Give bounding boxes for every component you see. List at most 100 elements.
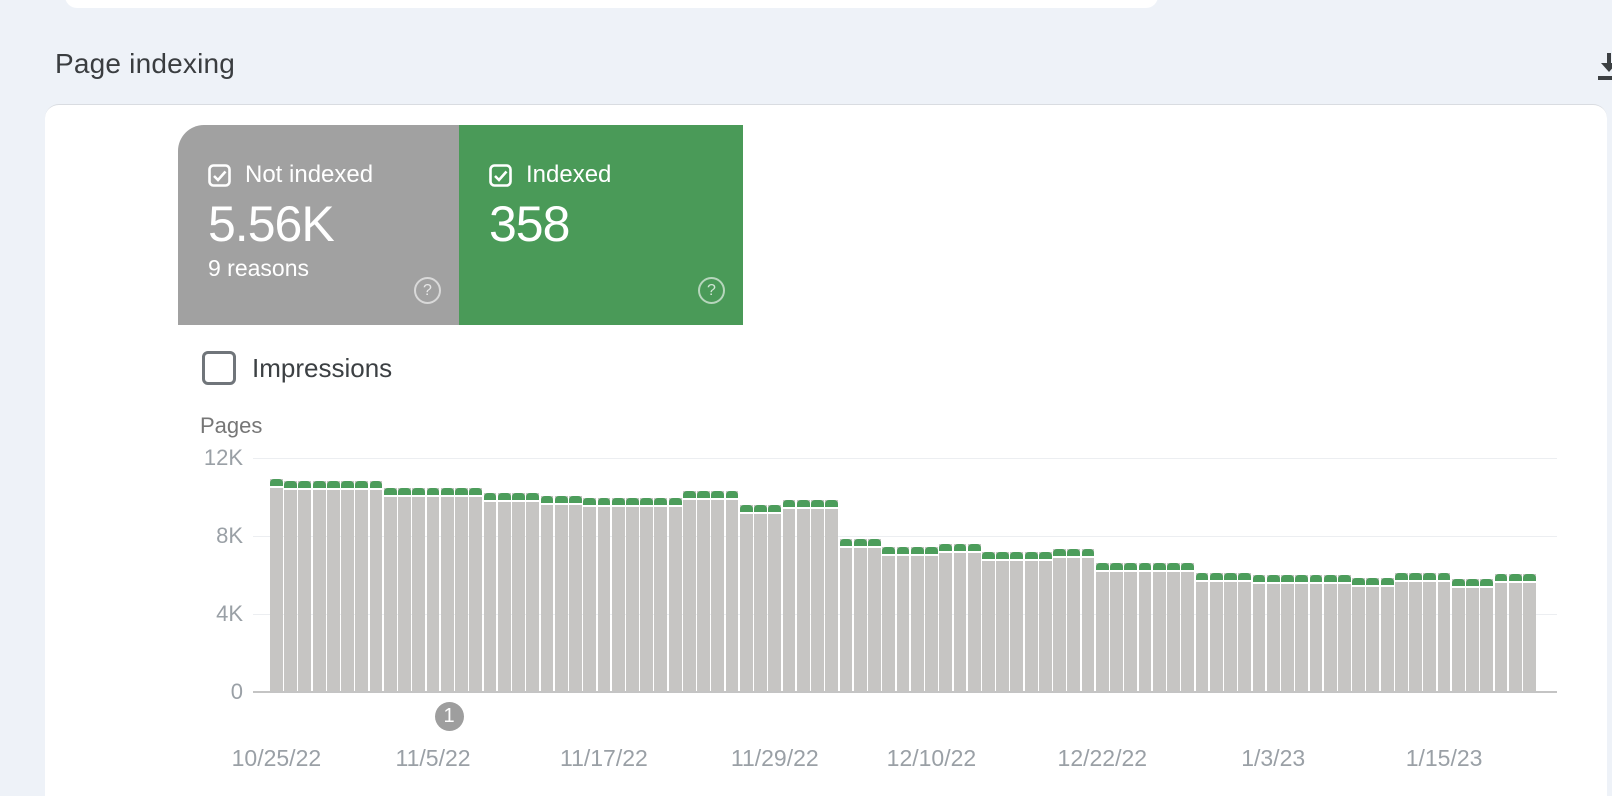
chart-bar[interactable]	[341, 481, 354, 691]
chart-bar[interactable]	[996, 552, 1010, 691]
chart-bar[interactable]	[967, 544, 981, 691]
chart-bar[interactable]	[312, 481, 326, 691]
not-indexed-toggle-card[interactable]: Not indexed 5.56K 9 reasons ?	[178, 125, 459, 325]
chart-bar[interactable]	[1508, 574, 1522, 691]
chart-bar[interactable]	[469, 488, 483, 691]
chart-bar[interactable]	[768, 505, 782, 691]
chart-bar[interactable]	[1423, 573, 1437, 691]
chart-bar[interactable]	[298, 481, 312, 691]
chart-bar[interactable]	[1266, 575, 1280, 691]
annotation-badge[interactable]: 1	[434, 702, 464, 731]
chart-bar[interactable]	[270, 479, 283, 691]
chart-bar[interactable]	[853, 539, 867, 691]
chart-bar[interactable]	[682, 491, 696, 691]
chart-bar[interactable]	[1124, 563, 1138, 691]
chart-bar[interactable]	[398, 488, 411, 691]
chart-bar[interactable]	[1152, 563, 1166, 691]
chart-bar[interactable]	[583, 498, 597, 691]
chart-bar[interactable]	[1409, 573, 1422, 691]
chart-bar[interactable]	[540, 496, 554, 691]
chart-bar[interactable]	[369, 481, 383, 691]
chart-bar[interactable]	[939, 544, 953, 691]
chart-bar[interactable]	[284, 481, 298, 691]
chart-bar[interactable]	[1480, 579, 1494, 691]
indexed-bar-segment	[682, 491, 696, 498]
indexed-toggle-card[interactable]: Indexed 358 ?	[459, 125, 743, 325]
chart-bar[interactable]	[1338, 575, 1351, 691]
chart-bar[interactable]	[868, 539, 881, 691]
chart-bar[interactable]	[896, 547, 910, 691]
chart-bar[interactable]	[925, 547, 938, 691]
chart-bar[interactable]	[526, 493, 540, 691]
chart-bar[interactable]	[725, 491, 739, 691]
chart-bar[interactable]	[1095, 563, 1109, 691]
chart-bar[interactable]	[455, 488, 468, 691]
help-icon[interactable]: ?	[414, 277, 441, 304]
chart-bar[interactable]	[626, 498, 639, 691]
chart-bar[interactable]	[512, 493, 525, 691]
help-icon[interactable]: ?	[698, 277, 725, 304]
chart-bar[interactable]	[412, 488, 426, 691]
chart-bar[interactable]	[1038, 552, 1052, 691]
chart-bar[interactable]	[1167, 563, 1180, 691]
chart-bar[interactable]	[882, 547, 896, 691]
chart-bar[interactable]	[1053, 549, 1066, 691]
chart-bar[interactable]	[1224, 573, 1237, 691]
chart-bar[interactable]	[697, 491, 710, 691]
chart-bar[interactable]	[796, 500, 810, 691]
chart-bar[interactable]	[1209, 573, 1223, 691]
checked-checkbox-icon[interactable]	[489, 163, 512, 187]
chart-bar[interactable]	[1437, 573, 1451, 691]
chart-bar[interactable]	[839, 539, 853, 691]
chart-bar[interactable]	[611, 498, 625, 691]
chart-bar[interactable]	[1138, 563, 1152, 691]
chart-bar[interactable]	[982, 552, 995, 691]
previous-card-bottom-edge	[65, 0, 1158, 8]
chart-bar[interactable]	[569, 496, 582, 691]
chart-bar[interactable]	[440, 488, 454, 691]
chart-bar[interactable]	[1394, 573, 1408, 691]
chart-bar[interactable]	[497, 493, 511, 691]
chart-bar[interactable]	[1238, 573, 1252, 691]
chart-bar[interactable]	[1366, 578, 1380, 691]
chart-bar[interactable]	[1352, 578, 1366, 691]
chart-bar[interactable]	[640, 498, 654, 691]
chart-bar[interactable]	[1067, 549, 1081, 691]
chart-bar[interactable]	[1380, 578, 1394, 691]
chart-bar[interactable]	[953, 544, 967, 691]
chart-bar[interactable]	[754, 505, 767, 691]
download-icon[interactable]	[1592, 50, 1612, 84]
impressions-checkbox[interactable]	[202, 351, 236, 385]
chart-bar[interactable]	[1252, 575, 1266, 691]
chart-bar[interactable]	[1295, 575, 1309, 691]
chart-bar[interactable]	[1466, 579, 1479, 691]
chart-bar[interactable]	[1010, 552, 1024, 691]
chart-bar[interactable]	[597, 498, 611, 691]
chart-bar[interactable]	[1195, 573, 1209, 691]
chart-bar[interactable]	[811, 500, 824, 691]
chart-bar[interactable]	[1024, 552, 1038, 691]
chart-bar[interactable]	[1523, 574, 1536, 691]
chart-bar[interactable]	[1181, 563, 1195, 691]
chart-bar[interactable]	[782, 500, 796, 691]
chart-bar[interactable]	[825, 500, 839, 691]
chart-bar[interactable]	[1110, 563, 1123, 691]
chart-bar[interactable]	[654, 498, 668, 691]
chart-bar[interactable]	[668, 498, 682, 691]
chart-bar[interactable]	[1081, 549, 1095, 691]
chart-bar[interactable]	[910, 547, 924, 691]
chart-bar[interactable]	[1281, 575, 1294, 691]
chart-bar[interactable]	[483, 493, 497, 691]
chart-bar[interactable]	[426, 488, 440, 691]
chart-bar[interactable]	[554, 496, 568, 691]
chart-bar[interactable]	[739, 505, 753, 691]
chart-bar[interactable]	[1309, 575, 1323, 691]
chart-bar[interactable]	[1451, 579, 1465, 691]
chart-bar[interactable]	[355, 481, 369, 691]
chart-bar[interactable]	[1494, 574, 1508, 691]
chart-bar[interactable]	[711, 491, 725, 691]
checked-checkbox-icon[interactable]	[208, 163, 231, 187]
chart-bar[interactable]	[383, 488, 397, 691]
chart-bar[interactable]	[326, 481, 340, 691]
chart-bar[interactable]	[1323, 575, 1337, 691]
